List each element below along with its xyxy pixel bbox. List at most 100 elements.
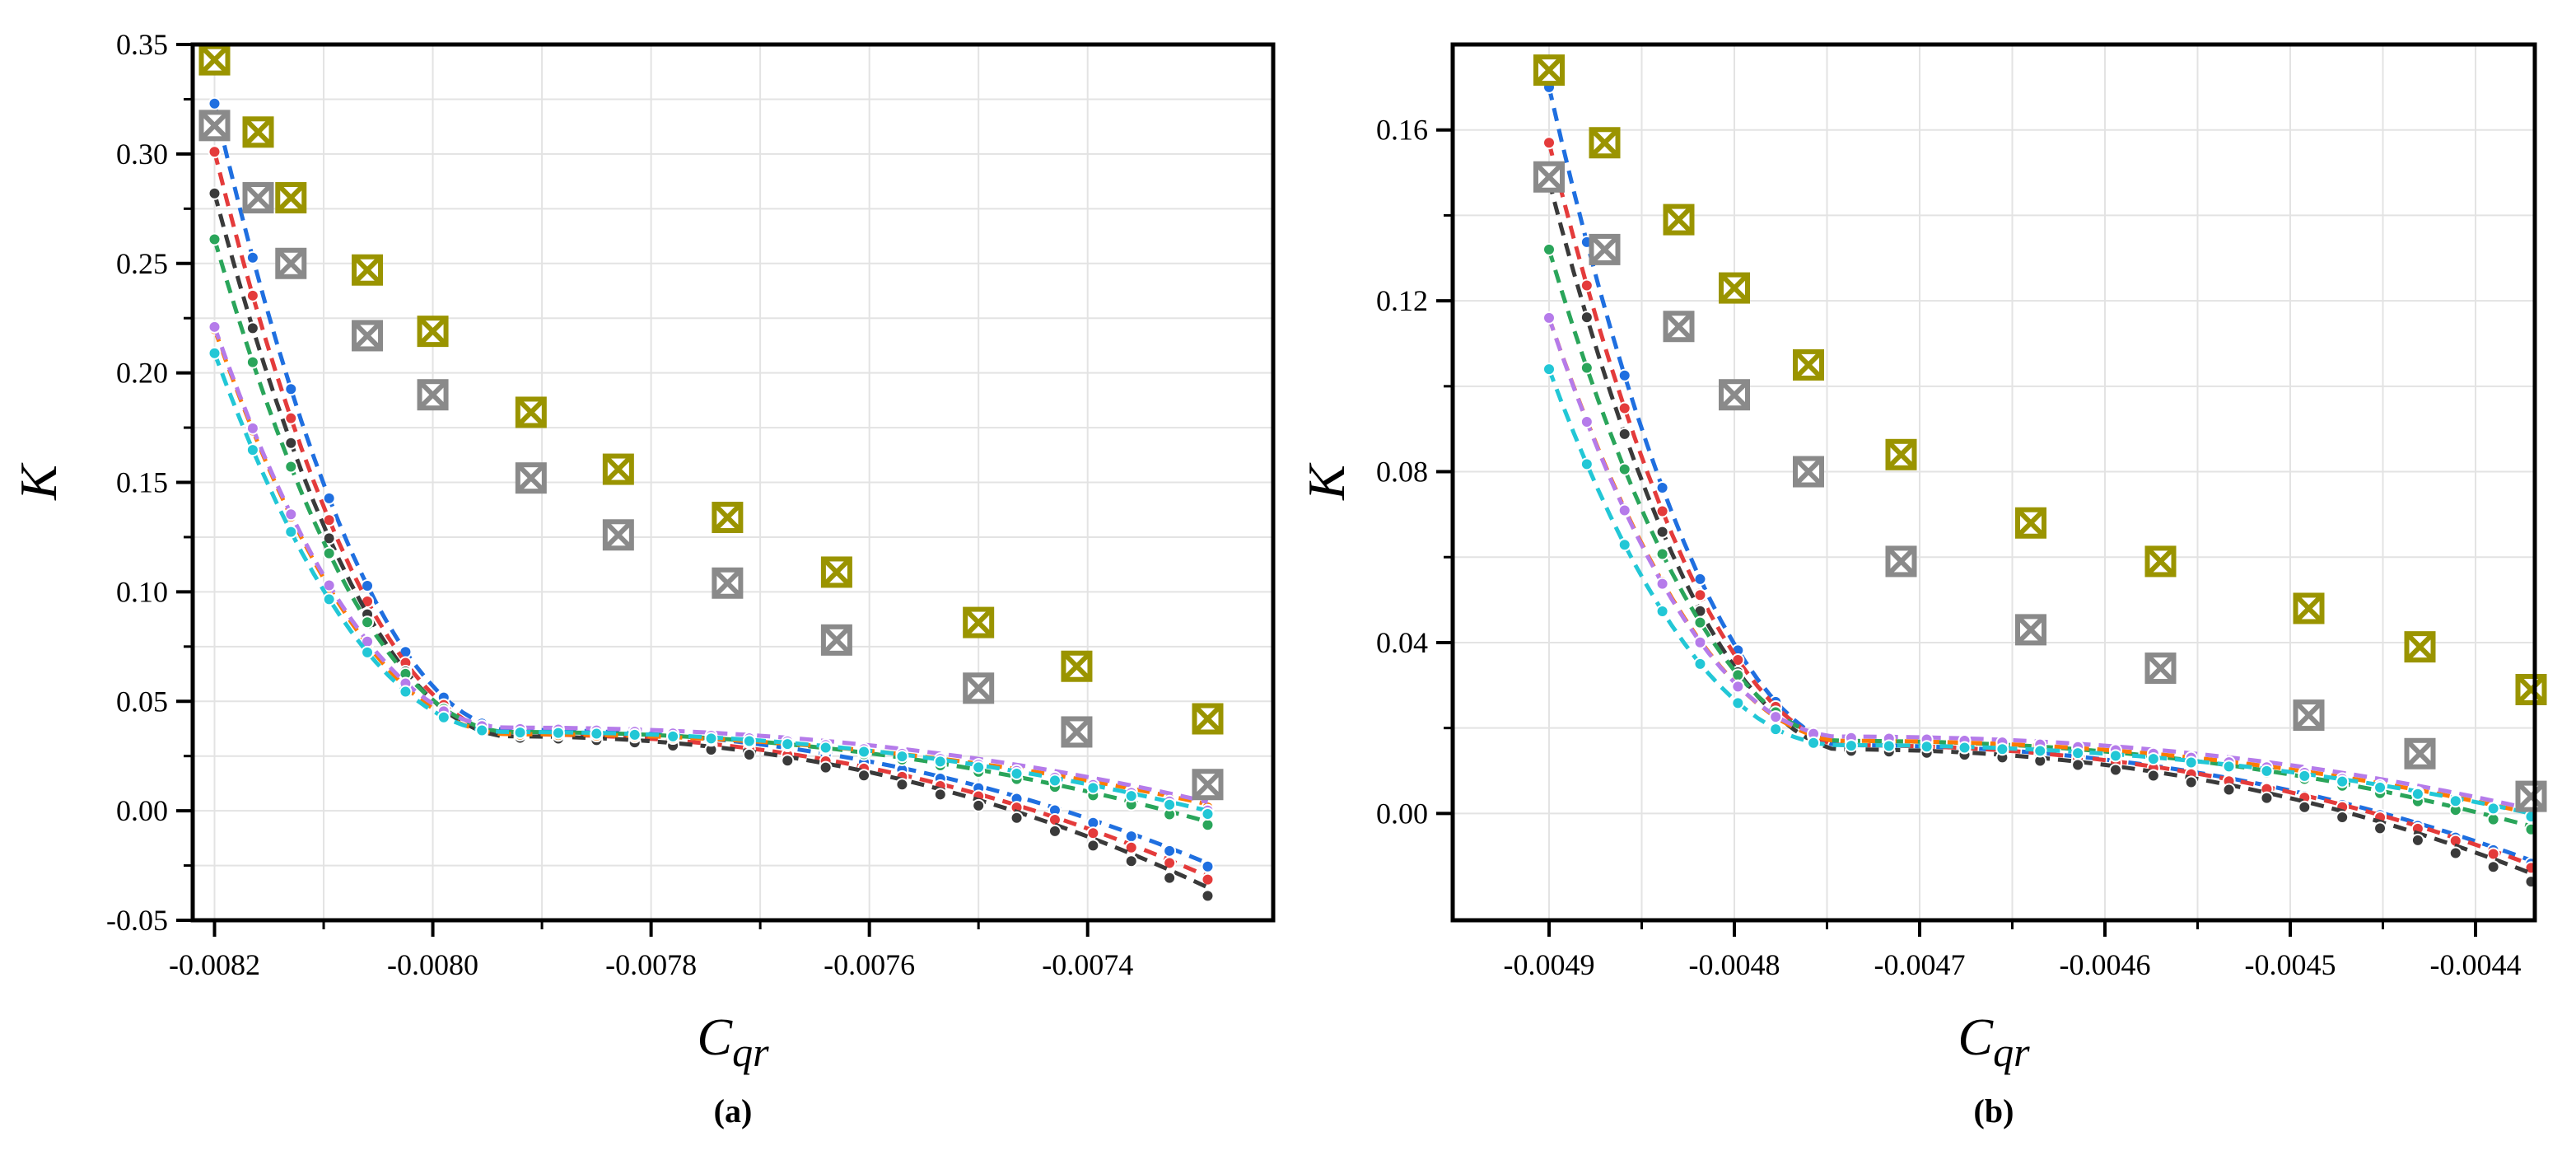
data-point-purple	[1731, 680, 1745, 694]
data-point-blue	[1617, 368, 1631, 382]
x-tick-label: -0.0078	[605, 948, 697, 981]
marker-cross	[1793, 349, 1824, 381]
marker-cross	[603, 520, 633, 550]
data-point-black	[895, 778, 909, 792]
data-point-cyan	[1769, 723, 1783, 737]
x-tick-label: -0.0074	[1042, 948, 1133, 981]
x-tick-label: -0.0049	[1504, 948, 1595, 981]
data-point-cyan	[1693, 657, 1707, 671]
data-point-green	[322, 546, 336, 560]
data-point-cyan	[399, 685, 413, 699]
marker-cross	[1664, 311, 1694, 342]
data-point-blue	[361, 578, 375, 592]
marker-cross	[1589, 234, 1620, 265]
data-point-red	[1542, 136, 1556, 150]
marker-cross	[712, 502, 743, 533]
marker-olive-crossed-square	[1061, 650, 1093, 682]
data-point-cyan	[1655, 604, 1669, 618]
marker-cross	[2015, 615, 2046, 645]
data-point-black	[781, 754, 795, 768]
data-point-green	[1580, 361, 1594, 375]
data-point-black	[1010, 811, 1024, 825]
marker-cross	[516, 397, 546, 428]
y-tick-label: 0.25	[116, 247, 168, 280]
marker-olive-crossed-square	[198, 44, 231, 76]
data-point-cyan	[2033, 744, 2047, 758]
data-point-black	[742, 748, 756, 762]
marker-olive-crossed-square	[242, 116, 274, 148]
data-point-red	[1655, 504, 1669, 518]
y-tick-label: 0.08	[1376, 456, 1428, 489]
data-point-black	[1655, 525, 1669, 539]
data-point-black	[2071, 758, 2085, 772]
data-point-blue	[284, 382, 298, 396]
y-tick-label: 0.00	[116, 794, 168, 827]
data-point-black	[1124, 854, 1138, 868]
data-point-green	[208, 232, 222, 246]
data-point-black	[2108, 763, 2122, 777]
marker-olive-crossed-square	[2144, 545, 2177, 578]
data-point-cyan	[245, 443, 259, 457]
data-point-black	[1617, 427, 1631, 441]
marker-cross	[1719, 273, 1750, 303]
data-point-black	[245, 321, 259, 335]
data-point-cyan	[1882, 739, 1896, 753]
data-point-red	[1048, 813, 1062, 827]
y-tick-label: 0.15	[116, 466, 168, 499]
x-tick-label: -0.0047	[1874, 948, 1966, 981]
data-point-blue	[245, 250, 259, 264]
data-point-cyan	[704, 732, 718, 746]
data-point-blue	[1693, 572, 1707, 586]
marker-cross	[516, 463, 546, 493]
marker-olive-crossed-square	[1589, 127, 1621, 159]
data-point-purple	[322, 578, 336, 592]
x-tick-label: -0.0048	[1689, 948, 1780, 981]
marker-olive-crossed-square	[515, 396, 547, 428]
marker-gray-crossed-square	[2293, 699, 2325, 732]
data-point-black	[2373, 821, 2387, 835]
marker-gray-crossed-square	[1061, 716, 1093, 748]
data-point-cyan	[513, 726, 527, 740]
marker-cross	[1533, 161, 1565, 192]
data-point-black	[2336, 811, 2350, 825]
marker-olive-crossed-square	[1663, 203, 1695, 236]
marker-cross	[418, 316, 448, 347]
marker-olive-crossed-square	[963, 606, 995, 638]
data-point-black	[1086, 839, 1100, 853]
data-point-cyan	[2108, 749, 2122, 763]
marker-olive-crossed-square	[1533, 54, 1565, 87]
marker-cross	[1793, 456, 1824, 487]
data-point-black	[819, 760, 833, 774]
data-point-cyan	[857, 745, 871, 759]
data-point-cyan	[1086, 781, 1100, 795]
marker-cross	[2294, 593, 2324, 624]
x-tick-label: -0.0046	[2060, 948, 2151, 981]
x-tick-label: -0.0044	[2430, 948, 2522, 981]
marker-olive-crossed-square	[1719, 272, 1750, 304]
marker-olive-crossed-square	[352, 254, 384, 286]
data-point-blue	[1201, 859, 1215, 873]
data-point-cyan	[1010, 766, 1024, 780]
fit-curve-purple	[212, 325, 1209, 804]
marker-olive-crossed-square	[1192, 703, 1224, 735]
data-point-green	[1617, 462, 1631, 476]
data-point-purple	[1617, 503, 1631, 517]
marker-gray-crossed-square	[352, 320, 384, 352]
data-point-green	[284, 460, 298, 474]
marker-gray-crossed-square	[242, 182, 274, 214]
data-point-blue	[1655, 480, 1669, 494]
data-point-cyan	[2146, 752, 2160, 766]
data-point-black	[208, 186, 222, 200]
data-point-black	[2298, 800, 2312, 814]
x-axis-label-subscript: qr	[1993, 1029, 2030, 1075]
x-axis-label: Cqr	[697, 1008, 769, 1075]
data-point-cyan	[1048, 774, 1062, 788]
marker-cross	[821, 557, 852, 587]
data-point-purple	[245, 421, 259, 435]
marker-cross	[1886, 439, 1916, 470]
y-tick-label: 0.16	[1376, 114, 1428, 147]
y-tick-label: 0.00	[1376, 797, 1428, 830]
x-axis-label: Cqr	[1958, 1008, 2030, 1075]
x-tick-label: -0.0080	[387, 948, 478, 981]
